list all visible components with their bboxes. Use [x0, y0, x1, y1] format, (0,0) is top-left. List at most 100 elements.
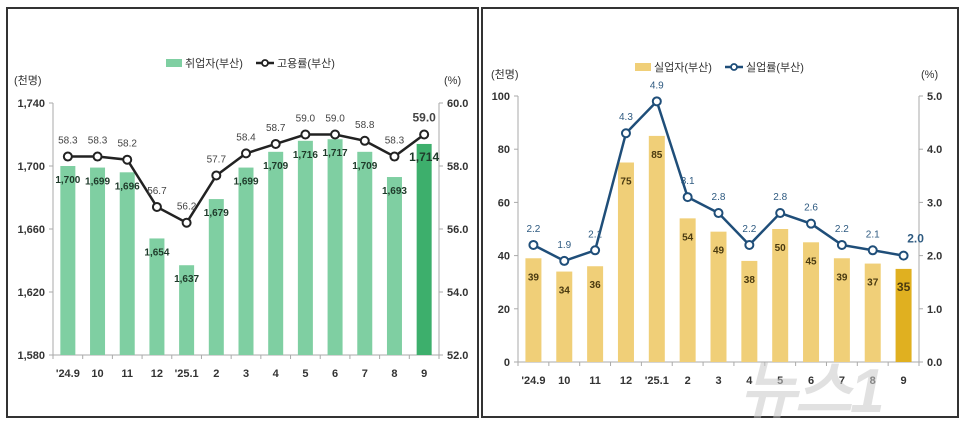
line-value-label: 2.2	[835, 224, 849, 235]
line-value-label: 2.8	[712, 192, 726, 203]
x-axis-tick: 9	[901, 375, 907, 387]
bar-value-label: 1,654	[144, 247, 169, 258]
right-axis-tick: 5.0	[927, 91, 942, 103]
bar-value-label: 50	[775, 243, 787, 254]
legend-marker-icon	[261, 59, 269, 67]
bar-series: 1,700 1,699 1,696 1,654 1,637 1,679 1,699 1,709…	[55, 139, 439, 355]
legend-line-label: 실업률(부산)	[746, 61, 804, 74]
line-marker	[590, 245, 601, 256]
line-value-label: 59.0	[296, 114, 316, 125]
bar	[268, 151, 284, 355]
left-axis-tick: 20	[498, 304, 510, 316]
legend-bar-label: 취업자(부산)	[185, 57, 243, 70]
bar	[587, 266, 604, 362]
legend-bar-label: 실업자(부산)	[654, 61, 712, 74]
x-axis-tick: 10	[91, 368, 103, 380]
line-marker	[389, 151, 400, 162]
x-axis-tick: 7	[839, 375, 845, 387]
x-axis-tick: '24.9	[521, 375, 545, 387]
line-marker	[419, 129, 430, 140]
bar	[90, 167, 106, 355]
line-value-label: 56.7	[147, 186, 167, 197]
line-marker	[211, 170, 222, 181]
x-axis-tick: 12	[151, 368, 163, 380]
line-value-label: 59.0	[325, 114, 345, 125]
bar	[357, 151, 373, 355]
line-marker	[359, 135, 370, 146]
bar-value-label: 1,716	[293, 150, 318, 161]
right-axis-tick: 4.0	[927, 144, 942, 156]
employment-chart: 취업자(부산) 고용률(부산) (천명) (%) 1,580 1,620 1,660 1,70…	[14, 57, 468, 380]
bar	[679, 218, 696, 362]
x-axis-tick: 6	[808, 375, 814, 387]
bar	[864, 263, 881, 362]
x-axis-tick: 9	[421, 368, 427, 380]
line-value-label: 58.3	[385, 136, 405, 147]
line-marker	[300, 129, 311, 140]
line-marker	[867, 245, 878, 256]
bar-value-label: 75	[620, 177, 632, 188]
line-value-label: 3.1	[681, 176, 695, 187]
right-axis-tick: 3.0	[927, 197, 942, 209]
line-value-label: 4.3	[619, 112, 633, 123]
bar	[179, 265, 195, 355]
legend: 취업자(부산) 고용률(부산)	[166, 57, 335, 70]
axes: 0 20 40 60 80 100 0.0 1.0 2.0 3.0 4.0 5.0 '24.9 10 11 1…	[492, 91, 943, 387]
x-axis-tick: 2	[213, 368, 219, 380]
right-axis-unit: (%)	[444, 75, 461, 87]
x-axis-tick: 4	[746, 375, 753, 387]
line-value-label: 58.3	[88, 136, 108, 147]
bar-value-label: 45	[805, 256, 817, 267]
bar-value-label: 38	[744, 275, 756, 286]
bar-series: 39 34 36 75 85 54 49 38 50 45 39 37 35	[525, 135, 912, 362]
left-axis-unit: (천명)	[491, 67, 519, 81]
line-value-label: 2.1	[866, 229, 880, 240]
line-series: 2.2 1.9 2.1 4.3 4.9 3.1 2.8 2.2 2.8 2.6 2.2 2.1 2.0	[526, 80, 924, 266]
line-marker	[682, 192, 693, 203]
line-series: 58.3 58.3 58.2 56.7 56.2 57.7 58.4 58.7 59.0 59.0…	[58, 111, 436, 228]
left-axis-tick: 1,580	[17, 350, 45, 362]
x-axis-tick: 7	[362, 368, 368, 380]
line-value-label: 59.0	[412, 111, 436, 125]
left-axis-tick: 40	[498, 251, 510, 263]
x-axis-tick: 6	[332, 368, 338, 380]
x-axis-tick: 8	[391, 368, 397, 380]
line-marker	[744, 239, 755, 250]
line-marker	[62, 151, 73, 162]
x-axis-tick: 5	[302, 368, 308, 380]
bar-value-label: 1,709	[263, 161, 288, 172]
bar-value-label: 49	[713, 246, 725, 257]
bar-value-label: 1,714	[409, 150, 439, 164]
legend-bar-swatch	[166, 59, 182, 67]
line-value-label: 2.6	[804, 203, 818, 214]
line-marker	[330, 129, 341, 140]
unemployment-chart-panel: 실업자(부산) 실업률(부산) (천명) (%) 0 20 40 60 80 100 0.0 1.0 2…	[481, 7, 959, 418]
bar	[208, 199, 224, 355]
bar	[238, 167, 254, 355]
line-value-label: 4.9	[650, 80, 664, 91]
bar-value-label: 39	[836, 272, 848, 283]
bar	[833, 258, 850, 362]
x-axis-tick: '25.1	[645, 375, 669, 387]
right-axis-tick: 54.0	[447, 287, 468, 299]
legend: 실업자(부산) 실업률(부산)	[635, 61, 804, 74]
right-axis-tick: 52.0	[447, 350, 468, 362]
bar	[617, 162, 634, 362]
bar	[525, 258, 542, 362]
line-marker	[151, 201, 162, 212]
bar-value-label: 39	[528, 272, 540, 283]
line-marker	[241, 148, 251, 159]
line-marker	[620, 128, 631, 139]
x-axis-tick: 3	[243, 368, 249, 380]
bar-value-label: 37	[867, 278, 879, 289]
right-axis-tick: 56.0	[447, 224, 468, 236]
line-marker	[181, 217, 192, 228]
bar	[772, 229, 789, 362]
bar-value-label: 85	[651, 150, 663, 161]
line-value-label: 58.7	[266, 123, 286, 134]
left-axis-tick: 1,660	[17, 224, 45, 236]
x-axis-tick: 2	[685, 375, 691, 387]
line-value-label: 2.2	[526, 224, 540, 235]
line-value-label: 58.4	[236, 132, 256, 143]
left-axis-tick: 100	[492, 91, 510, 103]
